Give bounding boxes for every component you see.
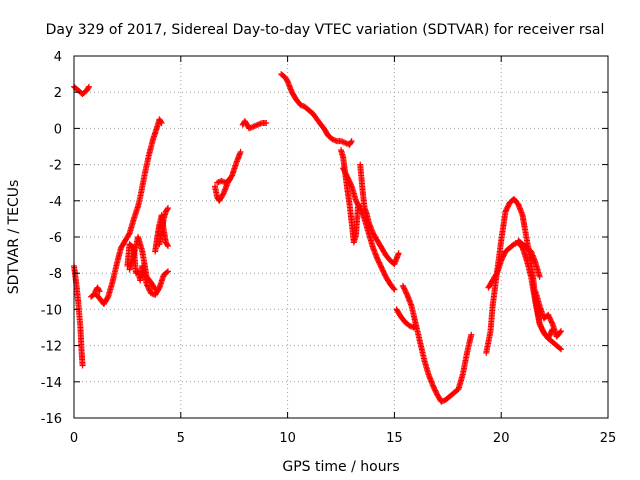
data-point: [151, 285, 158, 292]
x-tick-label: 25: [600, 431, 617, 446]
data-point: [348, 138, 355, 145]
data-point: [164, 206, 171, 213]
data-point: [96, 288, 103, 295]
data-point: [468, 331, 475, 338]
y-tick-label: 4: [54, 50, 62, 65]
data-point: [403, 290, 410, 297]
x-axis-label: GPS time / hours: [282, 459, 399, 475]
data-point: [411, 323, 418, 330]
data-marks: [71, 71, 565, 405]
axis-ticks: 0 5 10 15 20 25 -16 -14 -12 -10 -8 -6 -4 -2 0 2 4: [41, 50, 617, 446]
x-tick-label: 0: [70, 431, 78, 446]
x-tick-label: 10: [279, 431, 296, 446]
series-seg-o: [340, 165, 398, 293]
data-point: [79, 362, 86, 369]
series-seg-t: [515, 237, 543, 280]
data-point: [548, 319, 555, 326]
y-tick-label: 0: [54, 122, 62, 137]
data-point: [558, 346, 565, 353]
series-seg-b: [71, 262, 86, 369]
series-seg-r: [483, 195, 556, 356]
series-seg-j: [214, 176, 233, 186]
y-tick-label: -12: [41, 340, 62, 355]
data-point: [95, 287, 102, 294]
data-point: [164, 268, 171, 275]
series-seg-d: [92, 284, 103, 295]
data-point: [558, 328, 565, 335]
series-seg-k: [239, 118, 270, 132]
data-point: [536, 273, 543, 280]
data-point: [164, 243, 171, 250]
series-seg-s: [485, 239, 565, 353]
data-point: [164, 205, 171, 212]
data-point: [390, 285, 397, 292]
y-tick-label: -2: [49, 159, 62, 174]
data-point: [85, 84, 92, 91]
x-tick-label: 5: [177, 431, 185, 446]
y-tick-label: -8: [49, 267, 62, 282]
y-tick-label: -16: [41, 412, 62, 427]
series-seg-l: [278, 71, 355, 148]
data-point: [557, 329, 564, 336]
series-seg-i: [211, 148, 244, 204]
data-point: [104, 294, 111, 301]
series-seg-p: [399, 282, 475, 405]
x-tick-label: 15: [386, 431, 403, 446]
chart-title: Day 329 of 2017, Sidereal Day-to-day VTE…: [46, 22, 605, 38]
data-point: [348, 182, 355, 189]
data-point: [85, 83, 92, 90]
data-point: [157, 118, 164, 125]
data-point: [237, 148, 244, 155]
data-point: [158, 119, 165, 126]
data-point: [155, 285, 162, 292]
y-tick-label: 2: [54, 86, 62, 101]
data-point: [347, 139, 354, 146]
series-seg-a: [71, 83, 92, 98]
data-point: [391, 286, 398, 293]
y-axis-label: SDTVAR / TECUs: [6, 180, 22, 295]
data-point: [556, 345, 563, 352]
data-point: [152, 286, 159, 293]
y-tick-label: -4: [49, 195, 62, 210]
data-point: [215, 179, 222, 186]
series-seg-f: [126, 234, 159, 293]
data-point: [125, 231, 132, 238]
series-seg-q: [393, 306, 419, 331]
data-point: [263, 119, 270, 126]
data-point: [163, 269, 170, 276]
series-seg-u: [532, 288, 565, 340]
data-point: [225, 176, 232, 183]
y-tick-label: -14: [41, 376, 62, 391]
data-point: [493, 271, 500, 278]
series-seg-c: [88, 116, 165, 307]
data-point: [395, 250, 402, 257]
series-seg-h: [156, 205, 171, 248]
series-seg-n: [357, 161, 402, 268]
data-point: [164, 241, 171, 248]
y-tick-label: -6: [49, 231, 62, 246]
data-point: [412, 322, 419, 329]
y-tick-label: -10: [41, 303, 62, 318]
x-tick-label: 20: [493, 431, 510, 446]
data-point: [226, 176, 233, 183]
